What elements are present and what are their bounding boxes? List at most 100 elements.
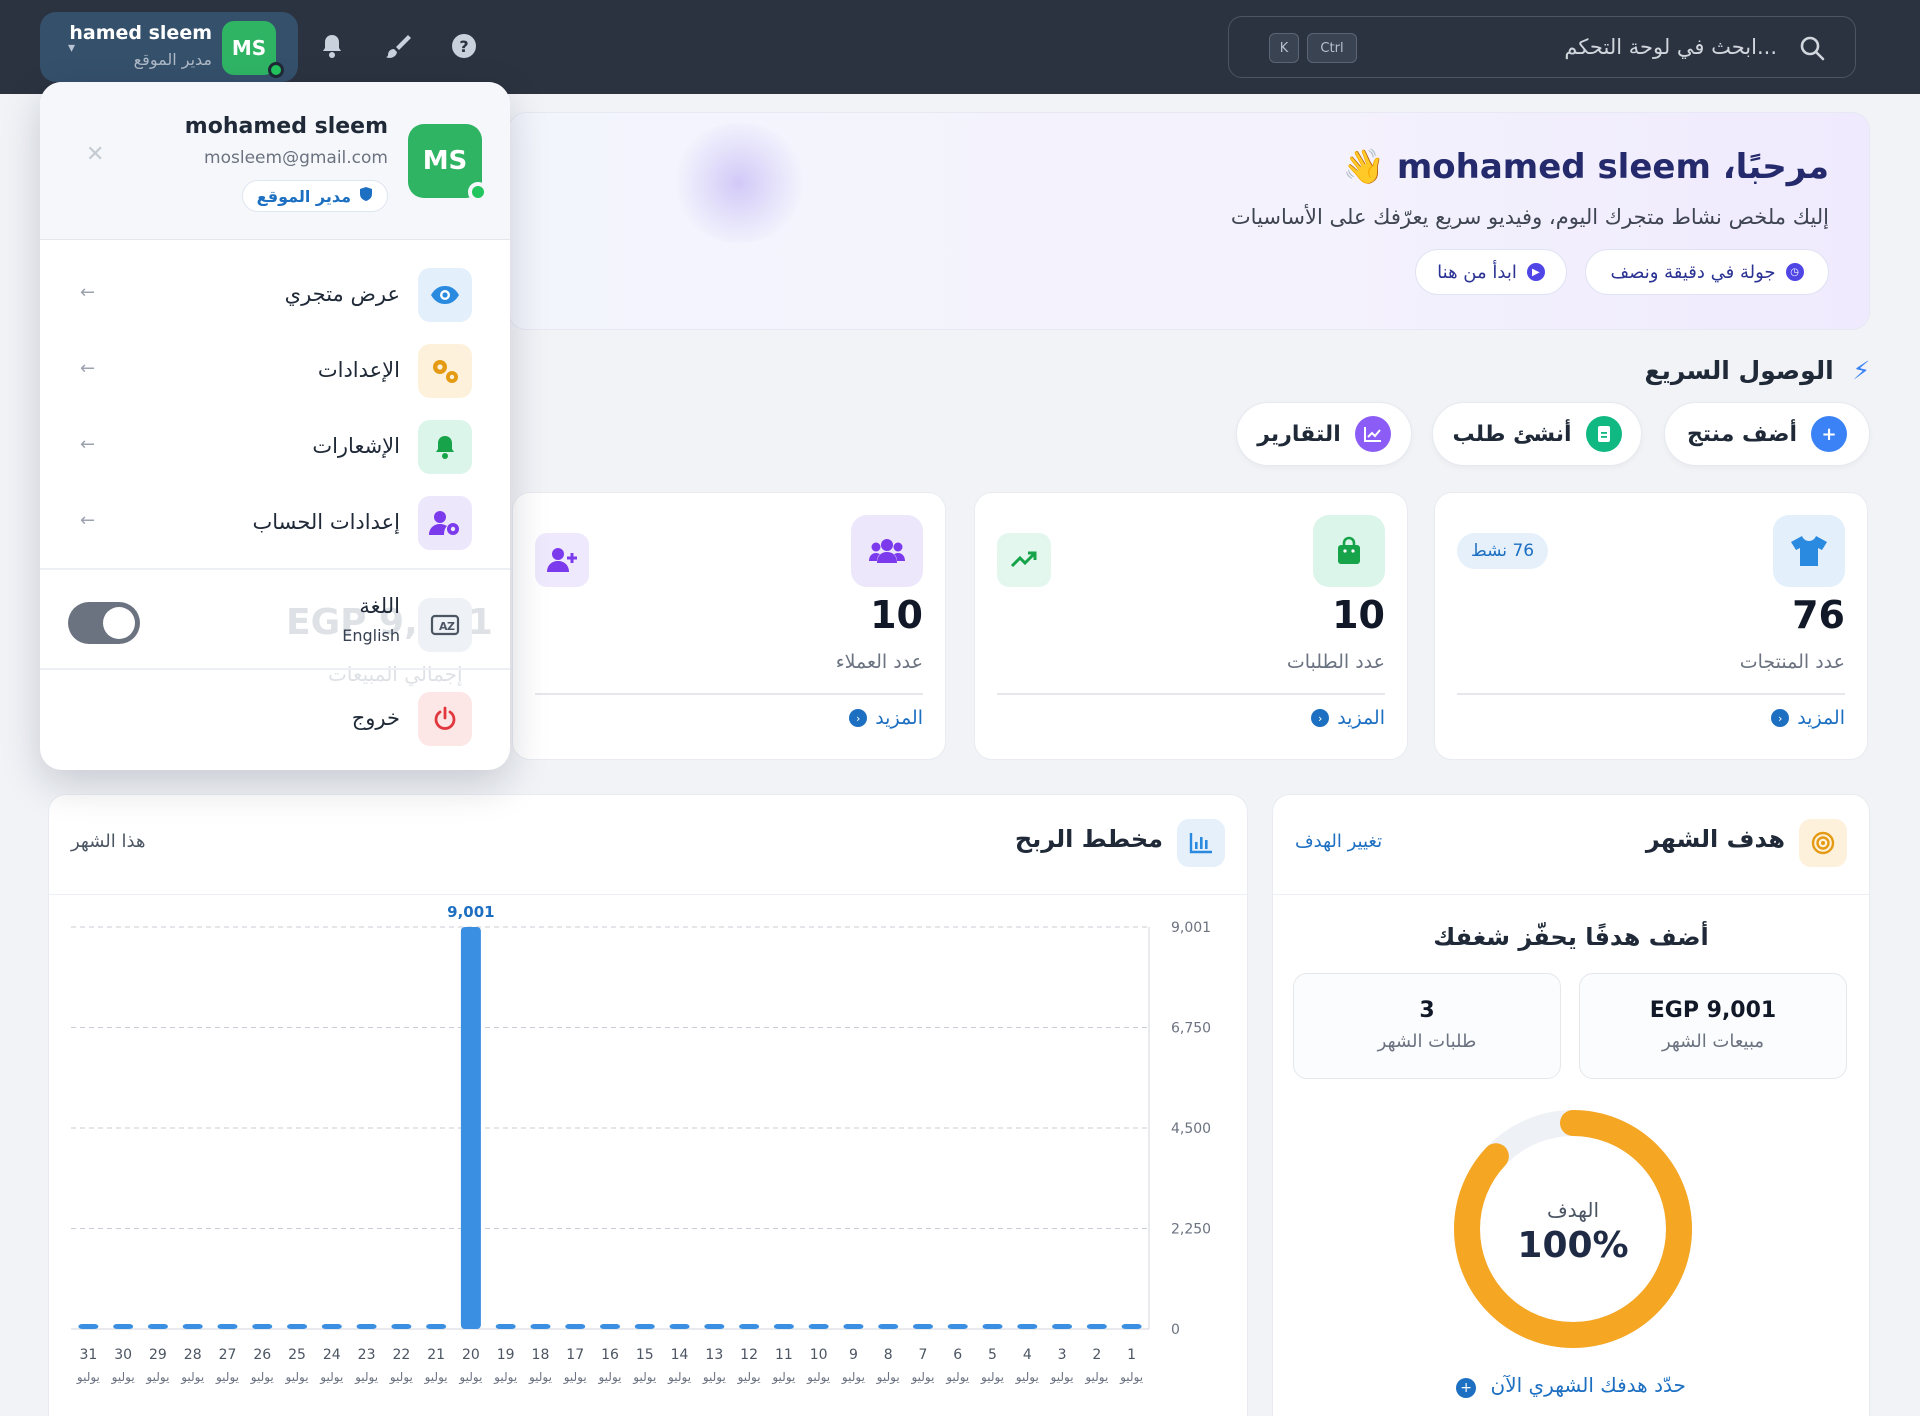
online-status-dot	[268, 62, 284, 78]
x-tick-sublabel: يوليو	[1119, 1370, 1143, 1385]
goal-gauge-arc	[1454, 1110, 1692, 1348]
stat-label: عدد الطلبات	[1286, 651, 1385, 673]
tour-button[interactable]: ◷ جولة في دقيقة ونصف	[1585, 249, 1829, 295]
chart-bar	[426, 1324, 447, 1329]
avatar: MS	[222, 21, 276, 75]
search-input[interactable]: ابحث في لوحة التحكم...	[1564, 35, 1777, 59]
close-icon[interactable]: ✕	[86, 142, 105, 167]
help-icon[interactable]: ?	[446, 28, 482, 64]
month-sales-value: EGP 9,001	[1649, 998, 1777, 1023]
x-tick-label: 20	[462, 1347, 480, 1363]
document-icon	[1585, 416, 1622, 452]
user-name: hamed sleem	[69, 22, 212, 44]
chart-bar	[182, 1324, 203, 1329]
brush-icon[interactable]	[380, 28, 416, 64]
x-tick-label: 25	[288, 1347, 306, 1363]
change-goal-link[interactable]: تغيير الهدف	[1295, 831, 1383, 852]
tshirt-icon	[1773, 515, 1845, 587]
chart-bar	[113, 1324, 134, 1329]
language-toggle[interactable]	[68, 602, 140, 644]
stat-label: عدد المنتجات	[1739, 651, 1845, 673]
menu-item-notifications[interactable]: الإشعارات ←	[40, 410, 510, 486]
x-tick-sublabel: يوليو	[632, 1370, 656, 1385]
x-tick-sublabel: يوليو	[285, 1370, 309, 1385]
month-sales-box: EGP 9,001 مبيعات الشهر	[1579, 973, 1847, 1079]
x-tick-sublabel: يوليو	[215, 1370, 239, 1385]
y-tick-label: 2,250	[1171, 1222, 1211, 1238]
user-menu-trigger[interactable]: ▾ hamed sleem مدير الموقع MS	[40, 12, 298, 82]
top-bar: ▾ hamed sleem مدير الموقع MS ? K Ctrl اب…	[0, 0, 1920, 94]
stat-value: 10	[1332, 593, 1385, 637]
create-order-button[interactable]: أنشئ طلب	[1432, 402, 1642, 466]
x-tick-label: 22	[392, 1347, 410, 1363]
x-tick-label: 17	[566, 1347, 584, 1363]
bolt-icon: ⚡	[1852, 356, 1870, 385]
month-sales-label: مبيعات الشهر	[1661, 1031, 1765, 1052]
x-tick-sublabel: يوليو	[841, 1370, 865, 1385]
chart-bar	[600, 1324, 620, 1329]
chart-bar	[808, 1324, 829, 1329]
bell-icon[interactable]	[314, 28, 350, 64]
reports-button[interactable]: التقارير	[1236, 402, 1412, 466]
x-tick-label: 30	[114, 1347, 132, 1363]
chart-bar	[252, 1324, 273, 1329]
x-tick-label: 13	[705, 1347, 723, 1363]
kbd-k: K	[1269, 33, 1299, 63]
x-tick-label: 8	[884, 1347, 893, 1363]
month-orders-value: 3	[1419, 998, 1435, 1023]
start-here-button[interactable]: ▶ ابدأ من هنا	[1415, 249, 1567, 295]
chart-bar	[878, 1324, 899, 1329]
chart-bar	[1017, 1324, 1038, 1329]
more-link[interactable]: المزيد ‹	[1311, 707, 1385, 729]
chart-bar	[287, 1324, 308, 1329]
stat-card-orders: 10 عدد الطلبات المزيد ‹	[974, 492, 1408, 760]
start-button-label: ابدأ من هنا	[1437, 261, 1517, 283]
more-link[interactable]: المزيد ‹	[1771, 707, 1845, 729]
plus-icon: +	[1811, 416, 1848, 452]
x-tick-sublabel: يوليو	[876, 1370, 900, 1385]
x-tick-label: 31	[79, 1347, 97, 1363]
chart-bar	[704, 1324, 725, 1329]
stat-card-products: 76 نشط 76 عدد المنتجات المزيد ‹	[1434, 492, 1868, 760]
users-icon	[851, 515, 923, 587]
add-product-button[interactable]: + أضف منتج	[1664, 402, 1870, 466]
chart-bar	[356, 1324, 377, 1329]
x-tick-sublabel: يوليو	[597, 1370, 621, 1385]
language-label: اللغة	[359, 594, 400, 618]
more-link[interactable]: المزيد ‹	[849, 707, 923, 729]
role-badge: مدير الموقع	[241, 180, 388, 212]
svg-text:Z: Z	[447, 620, 455, 633]
month-orders-box: 3 طلبات الشهر	[1293, 973, 1561, 1079]
bar-chart-icon	[1177, 819, 1225, 867]
menu-item-view-store[interactable]: عرض متجري ←	[40, 258, 510, 334]
logout-button[interactable]: خروج	[40, 682, 510, 758]
menu-item-account-settings[interactable]: إعدادات الحساب ←	[40, 486, 510, 562]
chevron-left-icon: ‹	[849, 709, 868, 727]
x-tick-label: 19	[497, 1347, 515, 1363]
x-tick-label: 9	[849, 1347, 858, 1363]
search-bar[interactable]: K Ctrl ابحث في لوحة التحكم...	[1228, 16, 1856, 78]
dropdown-user-name: mohamed sleem	[184, 114, 388, 139]
x-tick-label: 2	[1092, 1347, 1101, 1363]
chart-bar	[391, 1324, 412, 1329]
x-tick-sublabel: يوليو	[563, 1370, 587, 1385]
gauge-label: الهدف	[1547, 1198, 1599, 1222]
x-tick-label: 12	[740, 1347, 758, 1363]
bar-data-label: 9,001	[447, 903, 494, 921]
profit-bar-chart: 0 2,250 4,500 6,750 9,001 1 يوليو 2 يوليو 3 يوليو 4…	[71, 903, 1211, 1385]
x-tick-label: 21	[427, 1347, 445, 1363]
dropdown-header: MS mohamed sleem mosleem@gmail.com مدير …	[40, 82, 510, 240]
set-goal-link[interactable]: حدّد هدفك الشهري الآن +	[1273, 1373, 1869, 1398]
x-tick-sublabel: يوليو	[424, 1370, 448, 1385]
stat-value: 10	[870, 593, 923, 637]
active-badge: 76 نشط	[1457, 533, 1549, 569]
chart-line-icon	[1354, 416, 1391, 452]
background-sales-caption: إجمالي المبيعات	[328, 662, 463, 686]
chart-bar	[912, 1324, 933, 1329]
chart-bar	[460, 927, 481, 1329]
x-tick-label: 18	[532, 1347, 550, 1363]
menu-item-settings[interactable]: الإعدادات ←	[40, 334, 510, 410]
bell-icon	[418, 420, 472, 474]
period-selector[interactable]: هذا الشهر	[71, 831, 146, 852]
